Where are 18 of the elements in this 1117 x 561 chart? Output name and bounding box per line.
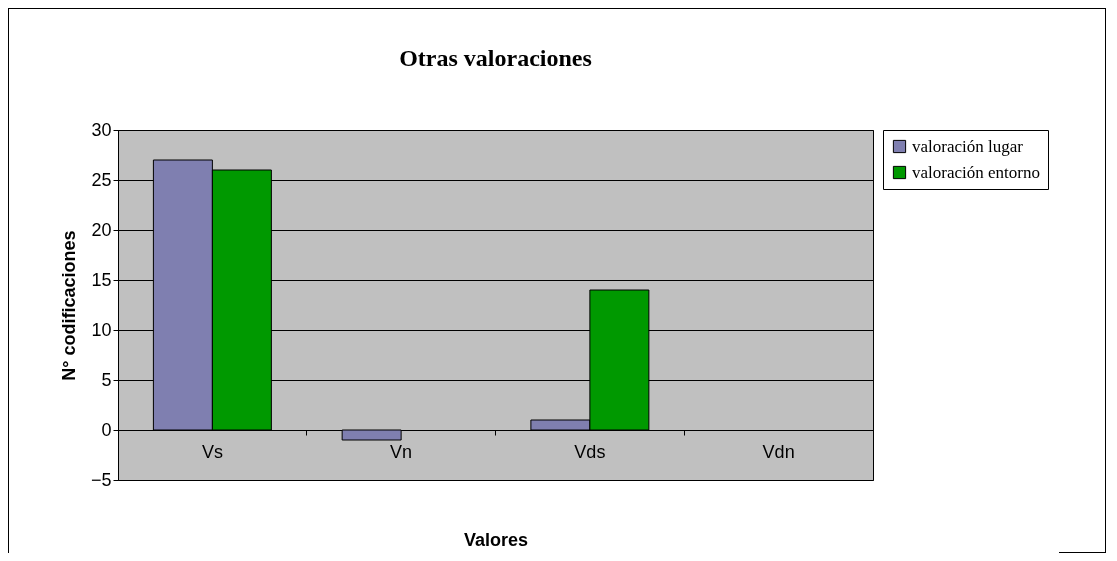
bar: [341, 429, 402, 441]
chart-title: Otras valoraciones: [399, 45, 592, 71]
y-tick-label: 25: [91, 169, 112, 190]
x-tick-label: Vs: [201, 441, 223, 462]
x-tick-label: Vds: [574, 441, 606, 462]
y-tick-label: −5: [90, 469, 112, 490]
x-tick-label: Vn: [390, 441, 413, 462]
legend-label: valoración entorno: [912, 162, 1040, 182]
legend-label: valoración lugar: [912, 136, 1024, 156]
y-tick-label: 20: [91, 219, 112, 240]
y-axis-title: N° codificaciones: [58, 230, 79, 381]
y-tick-label: 0: [101, 419, 112, 440]
y-tick-label: 15: [91, 269, 112, 290]
y-tick-label: 5: [101, 369, 112, 390]
x-axis-title: Valores: [463, 529, 529, 550]
y-tick-label: 30: [91, 119, 112, 140]
x-tick-label: Vdn: [762, 441, 795, 462]
y-tick-label: 10: [91, 319, 112, 340]
